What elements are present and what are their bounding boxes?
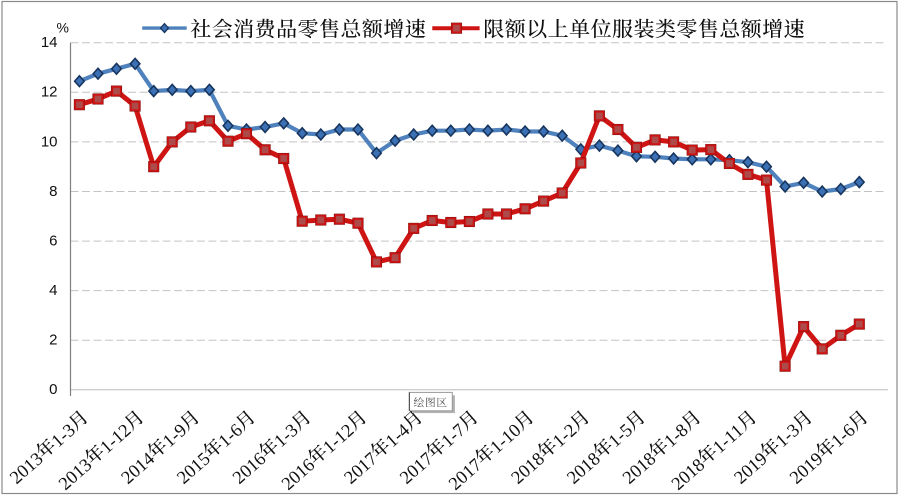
svg-text:%: % xyxy=(57,20,69,36)
svg-text:6: 6 xyxy=(49,233,57,250)
svg-text:10: 10 xyxy=(41,133,58,150)
svg-text:0: 0 xyxy=(49,381,57,398)
svg-text:8: 8 xyxy=(49,183,57,200)
svg-text:12: 12 xyxy=(41,84,58,101)
svg-text:2: 2 xyxy=(49,332,57,349)
svg-text:4: 4 xyxy=(49,282,57,299)
svg-text:14: 14 xyxy=(41,34,58,51)
